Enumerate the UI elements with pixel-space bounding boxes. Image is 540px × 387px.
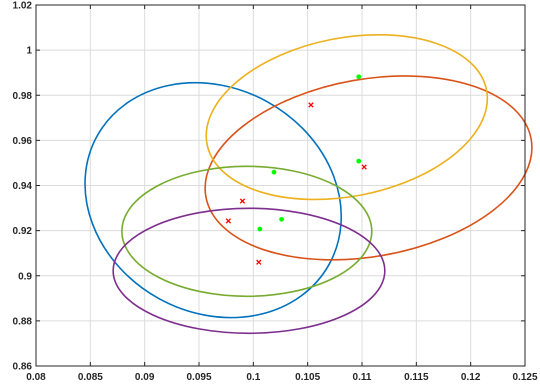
ellipse-3	[205, 33, 489, 201]
y-tick-label: 0.92	[13, 226, 33, 237]
y-tick-label: 0.88	[13, 316, 33, 327]
y-tick-label: 0.98	[13, 91, 33, 102]
green-point	[257, 226, 263, 232]
green-point	[279, 216, 284, 222]
x-tick-label: 0.08	[26, 372, 46, 383]
ellipse-5	[112, 207, 386, 335]
y-tick-label: 1.02	[13, 1, 33, 12]
red-x-point	[256, 259, 262, 265]
x-tick-label: 0.085	[78, 372, 103, 383]
x-tick-label: 0.095	[186, 372, 211, 383]
confidence-ellipses	[84, 33, 533, 335]
green-point	[356, 158, 362, 164]
x-axis-ticks: 0.08 0.085 0.09 0.095 0.1 0.105 0.11 0.115 0.12 0…	[26, 5, 538, 383]
red-x-point	[239, 198, 246, 204]
y-tick-label: 0.9	[18, 271, 32, 282]
y-tick-label: 0.96	[13, 136, 33, 147]
green-point	[356, 74, 362, 80]
y-tick-label: 1	[26, 46, 32, 57]
red-x-point	[308, 102, 314, 108]
x-tick-label: 0.09	[135, 372, 155, 383]
red-x-point	[361, 164, 367, 170]
y-tick-label: 0.86	[13, 362, 33, 373]
data-points	[225, 74, 367, 265]
ellipse-1	[84, 81, 343, 319]
y-tick-label: 0.94	[13, 181, 33, 192]
x-tick-label: 0.12	[461, 372, 481, 383]
y-axis-ticks: 0.86 0.88 0.9 0.92 0.94 0.96 0.98 1 1.02	[13, 1, 525, 373]
x-tick-label: 0.1	[246, 372, 260, 383]
ellipse-2	[204, 75, 533, 261]
x-tick-label: 0.125	[512, 372, 537, 383]
green-point	[271, 169, 277, 175]
grid	[35, 4, 526, 367]
x-tick-label: 0.11	[353, 372, 372, 383]
x-tick-label: 0.105	[295, 372, 320, 383]
ellipse-4	[121, 165, 373, 298]
red-x-point	[225, 218, 231, 224]
x-tick-label: 0.115	[404, 372, 429, 383]
